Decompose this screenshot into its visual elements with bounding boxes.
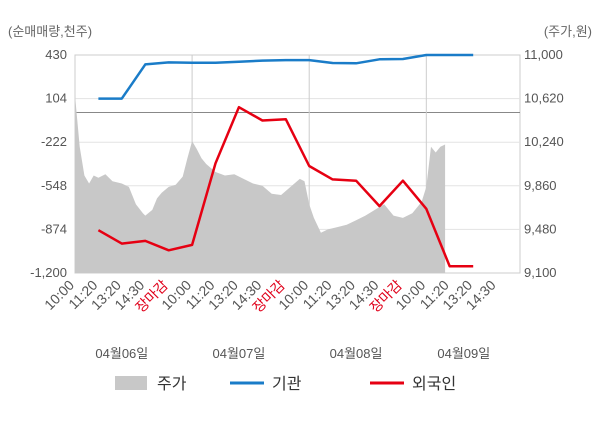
left-tick-label: -1,200 [30,265,67,280]
left-tick-label: 104 [45,91,67,106]
right-tick-label: 9,100 [524,265,557,280]
left-tick-label: -222 [41,134,67,149]
line-layer [97,53,474,268]
series-line-institution [98,53,474,100]
date-label: 04월06일 [95,346,148,361]
left-tick-label: -874 [41,221,67,236]
left-tick-label: -548 [41,178,67,193]
legend-item: 주가 [115,375,187,393]
date-label: 04월09일 [437,346,490,361]
right-tick-label: 11,000 [524,47,563,62]
legend-item: 외국인 [370,375,456,393]
date-label: 04월07일 [213,346,266,361]
right-tick-label: 9,860 [524,178,557,193]
right-axis-label: (주가,원) [544,24,592,39]
left-axis-label: (순매매량,천주) [8,24,92,39]
date-label: 04월08일 [330,346,383,361]
left-tick-label: 430 [45,47,67,62]
right-tick-label: 9,480 [524,221,557,236]
legend-item: 기관 [230,375,302,393]
right-tick-label: 10,240 [524,134,564,149]
legend-label: 기관 [272,375,302,393]
series-line-foreign [97,105,474,268]
price-area-layer [75,95,446,273]
legend-label: 외국인 [412,375,456,393]
legend-swatch-area [115,376,147,390]
right-tick-label: 10,620 [524,91,564,106]
legend-label: 주가 [157,375,187,393]
price-area [75,95,446,273]
legend: 주가 기관 외국인 [115,375,456,393]
